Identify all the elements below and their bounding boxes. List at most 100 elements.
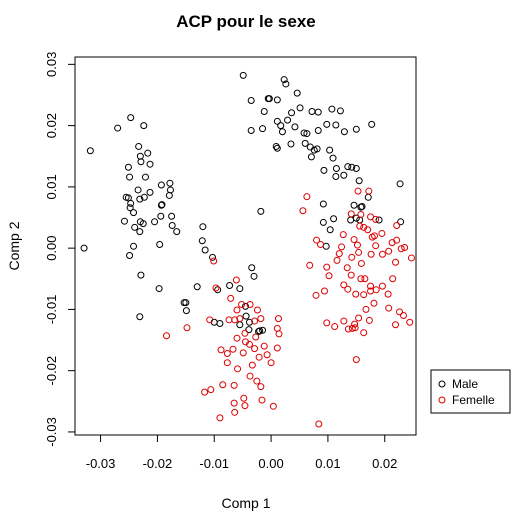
data-point-male <box>293 89 301 97</box>
data-point-femelle <box>340 317 348 325</box>
data-point-femelle <box>323 263 331 271</box>
data-point-male <box>126 251 134 259</box>
data-point-femelle <box>201 388 209 396</box>
legend-label-male: Male <box>452 377 478 391</box>
data-point-femelle <box>207 386 215 394</box>
data-point-male <box>307 153 315 161</box>
data-point-male <box>364 193 372 201</box>
data-point-male <box>280 76 288 84</box>
data-point-femelle <box>393 236 401 244</box>
data-point-femelle <box>227 294 235 302</box>
data-point-male <box>86 147 94 155</box>
data-point-femelle <box>241 329 249 337</box>
data-point-male <box>358 202 366 210</box>
data-point-femelle <box>378 229 386 237</box>
data-point-femelle <box>233 306 241 314</box>
data-point-male <box>146 188 154 196</box>
data-point-male <box>144 149 152 157</box>
y-tick-label: 0.00 <box>44 235 59 260</box>
data-point-femelle <box>348 253 356 261</box>
data-point-male <box>326 226 334 234</box>
data-point-femelle <box>238 301 246 309</box>
data-point-male <box>336 107 344 115</box>
data-point-femelle <box>406 318 414 326</box>
y-tick-label: -0.02 <box>44 356 59 386</box>
data-point-femelle <box>251 317 259 325</box>
y-tick-label: 0.03 <box>44 52 59 77</box>
data-point-femelle <box>234 365 242 373</box>
data-point-male <box>198 237 206 245</box>
data-point-male <box>182 307 190 315</box>
data-point-femelle <box>392 321 400 329</box>
x-tick-label: -0.02 <box>143 456 173 471</box>
data-point-male <box>320 166 328 174</box>
data-point-femelle <box>253 377 261 385</box>
data-point-male <box>272 142 280 150</box>
data-point-femelle <box>312 291 320 299</box>
y-axis: -0.03 -0.02 -0.01 0.00 0.01 0.02 0.03 <box>44 52 76 447</box>
data-point-male <box>330 215 338 223</box>
data-point-femelle <box>378 282 386 290</box>
data-point-femelle <box>163 332 171 340</box>
data-point-male <box>273 144 281 152</box>
data-point-male <box>140 122 148 130</box>
data-point-femelle <box>246 372 254 380</box>
data-point-femelle <box>350 236 358 244</box>
data-point-male <box>245 318 253 326</box>
data-point-femelle <box>183 324 191 332</box>
data-point-femelle <box>320 287 328 295</box>
legend-label-femelle: Femelle <box>452 393 495 407</box>
data-point-male <box>340 128 348 136</box>
data-point-femelle <box>344 285 352 293</box>
data-point-male <box>226 282 234 290</box>
data-point-femelle <box>385 304 393 312</box>
data-point-male <box>136 313 144 321</box>
data-point-male <box>136 195 144 203</box>
data-point-femelle <box>274 315 282 323</box>
x-tick-label: -0.01 <box>199 456 229 471</box>
data-point-male <box>130 209 138 217</box>
data-point-male <box>314 127 322 135</box>
data-point-male <box>347 216 355 224</box>
data-point-male <box>137 271 145 279</box>
data-point-femelle <box>223 359 231 367</box>
data-point-male <box>301 139 309 147</box>
data-point-male <box>250 272 258 280</box>
data-point-femelle <box>331 323 339 331</box>
data-point-femelle <box>269 402 277 410</box>
data-point-male <box>158 201 166 209</box>
data-point-femelle <box>396 308 404 316</box>
data-point-femelle <box>364 226 372 234</box>
data-point-male <box>140 193 148 201</box>
data-point-femelle <box>355 248 363 256</box>
legend-marker-male <box>438 380 446 388</box>
y-tick-label: 0.02 <box>44 113 59 138</box>
data-point-male <box>242 302 249 310</box>
data-point-male <box>131 223 139 231</box>
data-point-male <box>199 223 207 231</box>
data-point-male <box>323 120 331 128</box>
data-point-male <box>165 191 173 199</box>
data-point-femelle <box>378 250 386 258</box>
data-point-male <box>265 95 273 103</box>
data-point-femelle <box>389 275 397 283</box>
y-axis-title: Comp 2 <box>6 221 22 270</box>
data-point-male <box>257 207 265 215</box>
data-point-femelle <box>339 231 347 239</box>
data-point-male <box>350 201 358 209</box>
data-point-male <box>255 327 263 335</box>
data-point-male <box>313 145 321 153</box>
data-point-male <box>332 121 340 129</box>
data-point-male <box>157 201 165 209</box>
data-point-femelle <box>401 244 409 252</box>
data-point-male <box>296 104 304 112</box>
data-point-male <box>242 312 250 320</box>
data-point-male <box>332 165 340 173</box>
data-point-male <box>134 186 142 194</box>
data-point-femelle <box>367 250 375 258</box>
series-femelle <box>163 187 415 428</box>
data-point-femelle <box>347 210 355 218</box>
data-point-femelle <box>355 314 363 322</box>
data-point-femelle <box>333 256 341 264</box>
data-point-femelle <box>348 324 356 332</box>
